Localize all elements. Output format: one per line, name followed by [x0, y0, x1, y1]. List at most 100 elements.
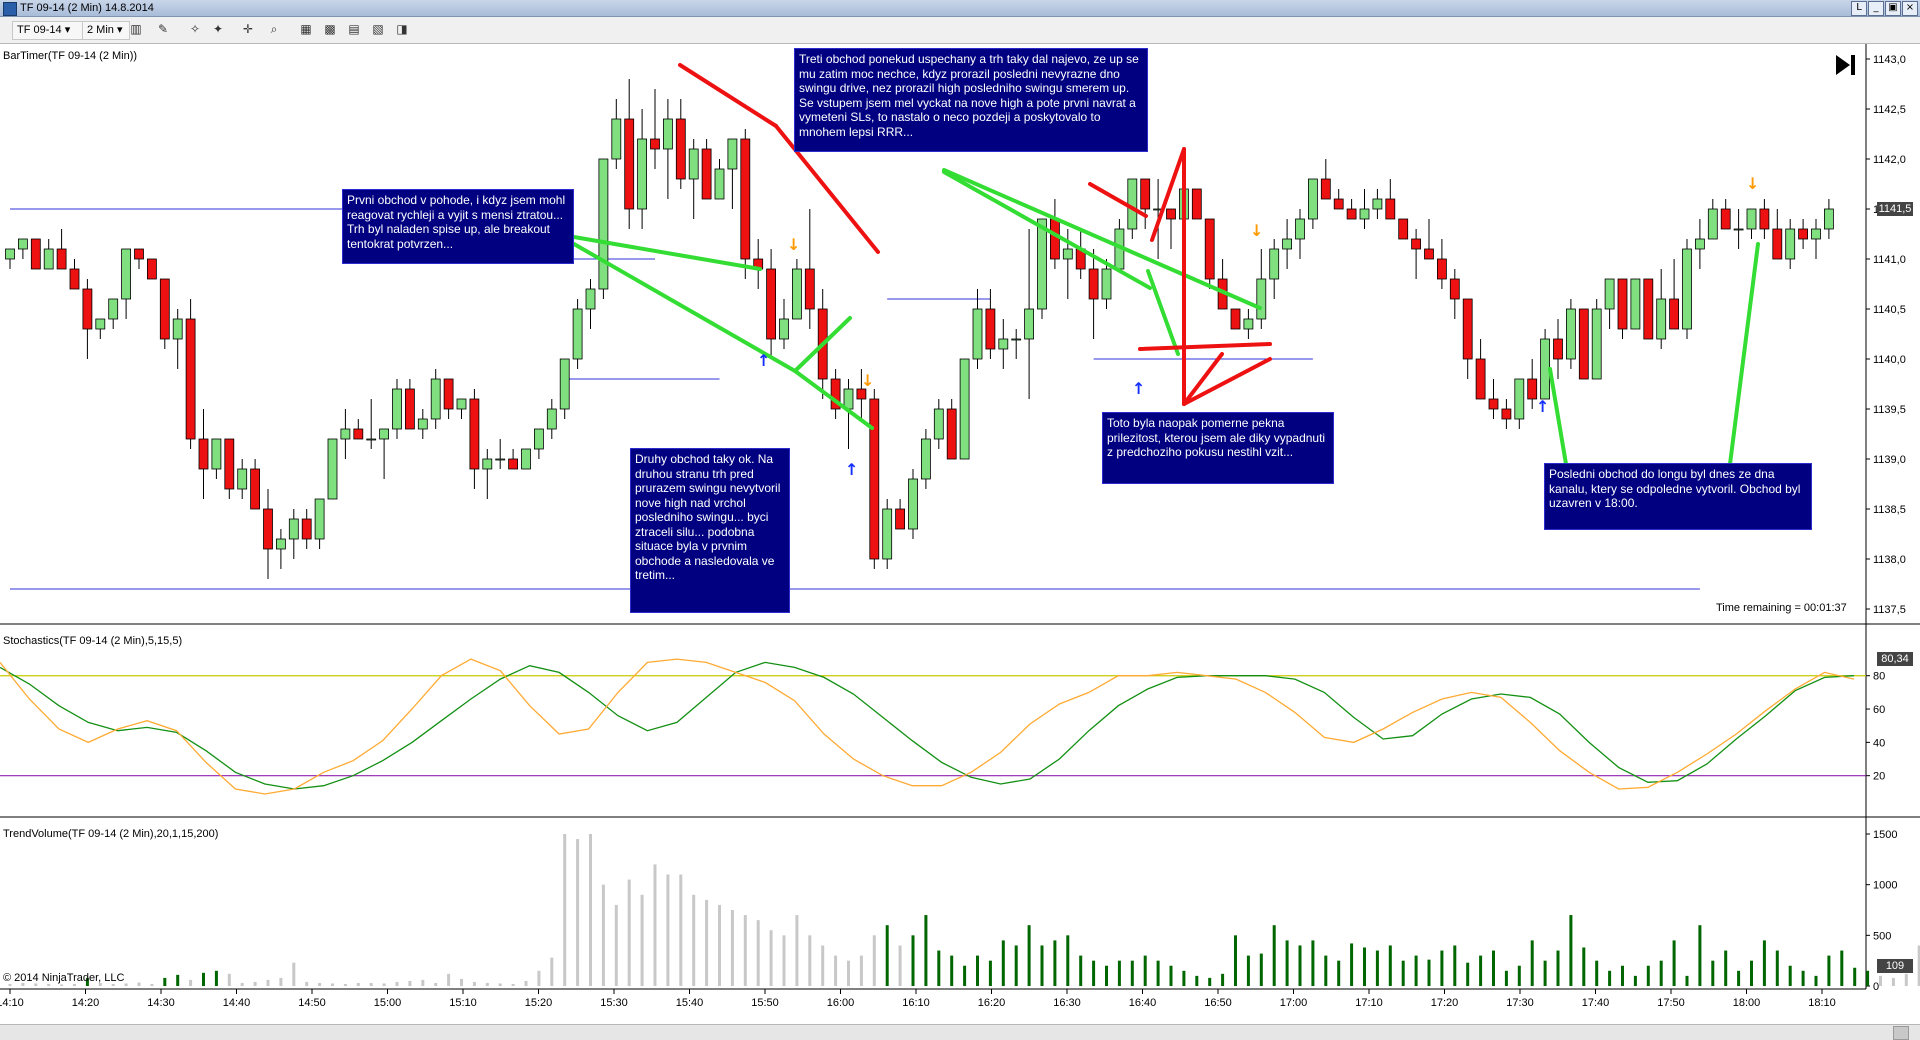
strategy-icon[interactable]: ✧: [189, 22, 201, 36]
candle: [1101, 268, 1112, 300]
volume-bar: [1208, 977, 1212, 986]
trend-line-red: [1150, 147, 1186, 242]
volume-bar: [614, 904, 618, 986]
chart-trader-icon[interactable]: ◨: [396, 22, 408, 36]
volume-bar: [395, 981, 399, 986]
volume-bar: [924, 915, 928, 986]
volume-bar: [1311, 940, 1315, 986]
templates-icon[interactable]: ▧: [372, 22, 384, 36]
volume-bar: [1375, 950, 1379, 986]
volume-bar: [1414, 955, 1418, 986]
data-box-icon[interactable]: ▤: [348, 22, 360, 36]
candle: [675, 118, 686, 180]
volume-bar: [60, 984, 64, 986]
candle: [611, 118, 622, 160]
time-tick-label: 16:00: [827, 997, 855, 1009]
candle: [1746, 208, 1757, 230]
indicators-icon[interactable]: ▦: [300, 22, 312, 36]
close-button[interactable]: ×: [1902, 1, 1918, 16]
volume-tick-label: 1000: [1873, 880, 1897, 892]
volume-bar: [1517, 965, 1521, 986]
instrument-label: TF 09-14: [17, 24, 62, 36]
chevron-down-icon: ▾: [64, 24, 71, 36]
volume-bar: [47, 983, 51, 986]
scrollbar-thumb[interactable]: [1893, 1026, 1909, 1040]
candle: [1488, 398, 1499, 410]
candle: [456, 398, 467, 410]
minimize-button[interactable]: _: [1868, 1, 1884, 16]
volume-bar: [369, 982, 373, 986]
volume-bar: [98, 982, 102, 986]
candle: [972, 308, 983, 360]
price-tick-label: 1139,0: [1873, 454, 1906, 466]
candle: [1811, 228, 1821, 240]
volume-bar: [963, 965, 967, 986]
volume-bar: [485, 982, 489, 986]
chart-area[interactable]: 1143,0 1142,5 1142,0 1141,5 1141,0 1140,5 1140…: [0, 44, 1920, 1024]
candle: [211, 438, 222, 470]
candle: [1669, 298, 1679, 330]
volume-bar: [189, 979, 193, 986]
volume-bar: [1156, 960, 1160, 986]
volume-last-value: 109: [1877, 959, 1913, 973]
candle: [237, 468, 248, 490]
candle: [830, 378, 841, 410]
volume-bar: [1569, 915, 1573, 986]
candle: [1553, 338, 1563, 360]
volume-bar: [1633, 975, 1637, 986]
candle: [869, 398, 880, 560]
candle: [1527, 378, 1538, 400]
strategies-icon[interactable]: ▩: [324, 22, 336, 36]
time-tick-label: 17:40: [1582, 997, 1610, 1009]
price-tick-label: 1143,0: [1873, 54, 1906, 66]
volume-bar: [1350, 943, 1354, 986]
volume-bar: [1827, 955, 1831, 986]
horizontal-scrollbar[interactable]: [0, 1024, 1920, 1040]
instrument-selector[interactable]: TF 09-14 ▾: [12, 21, 86, 40]
volume-tick-label: 1500: [1873, 829, 1897, 841]
stoch-panel-label: Stochastics(TF 09-14 (2 Min),5,15,5): [3, 635, 183, 647]
properties-icon[interactable]: ✦: [212, 22, 224, 36]
lock-button[interactable]: L: [1851, 1, 1867, 16]
bar-type-icon[interactable]: ▥: [130, 22, 142, 36]
volume-bar: [769, 930, 773, 986]
volume-bar: [253, 981, 257, 986]
volume-bar: [692, 894, 696, 986]
period-selector[interactable]: 2 Min ▾: [82, 21, 130, 40]
candle: [1166, 208, 1176, 220]
drawing-tool-icon[interactable]: ✎: [157, 22, 169, 36]
candle: [1785, 228, 1796, 260]
crosshair-icon[interactable]: ✛: [242, 22, 254, 36]
volume-tick-label: 0: [1873, 981, 1879, 993]
maximize-button[interactable]: ▣: [1885, 1, 1901, 16]
volume-bar: [730, 910, 734, 986]
volume-bar: [356, 982, 360, 986]
note-trade-3: Treti obchod ponekud uspechany a trh tak…: [794, 48, 1148, 152]
trend-line-green: [1146, 269, 1180, 356]
volume-bar: [266, 979, 270, 986]
volume-bar: [163, 977, 167, 986]
candle: [134, 248, 144, 260]
candle: [1604, 278, 1615, 310]
candle: [598, 158, 609, 290]
candle: [1501, 408, 1512, 420]
candle: [314, 498, 325, 540]
volume-bar: [1130, 960, 1134, 986]
trend-line-green: [793, 369, 874, 430]
candle: [727, 138, 738, 170]
volume-bar: [1853, 967, 1857, 986]
candle: [921, 438, 931, 480]
volume-bar: [1659, 960, 1663, 986]
volume-bar: [1711, 960, 1715, 986]
candle: [804, 268, 815, 310]
candle: [688, 148, 699, 180]
volume-bar: [1595, 960, 1599, 986]
time-tick-label: 15:20: [525, 997, 553, 1009]
window-titlebar: TF 09-14 (2 Min) 14.8.2014 L _ ▣ ×: [0, 0, 1920, 17]
candle: [1320, 178, 1331, 200]
candle: [1127, 178, 1138, 230]
zoom-icon[interactable]: ⌕: [270, 22, 278, 36]
volume-bar: [1066, 935, 1070, 986]
buy-arrow-icon: ↑: [757, 351, 770, 370]
time-tick-label: 15:00: [374, 997, 402, 1009]
